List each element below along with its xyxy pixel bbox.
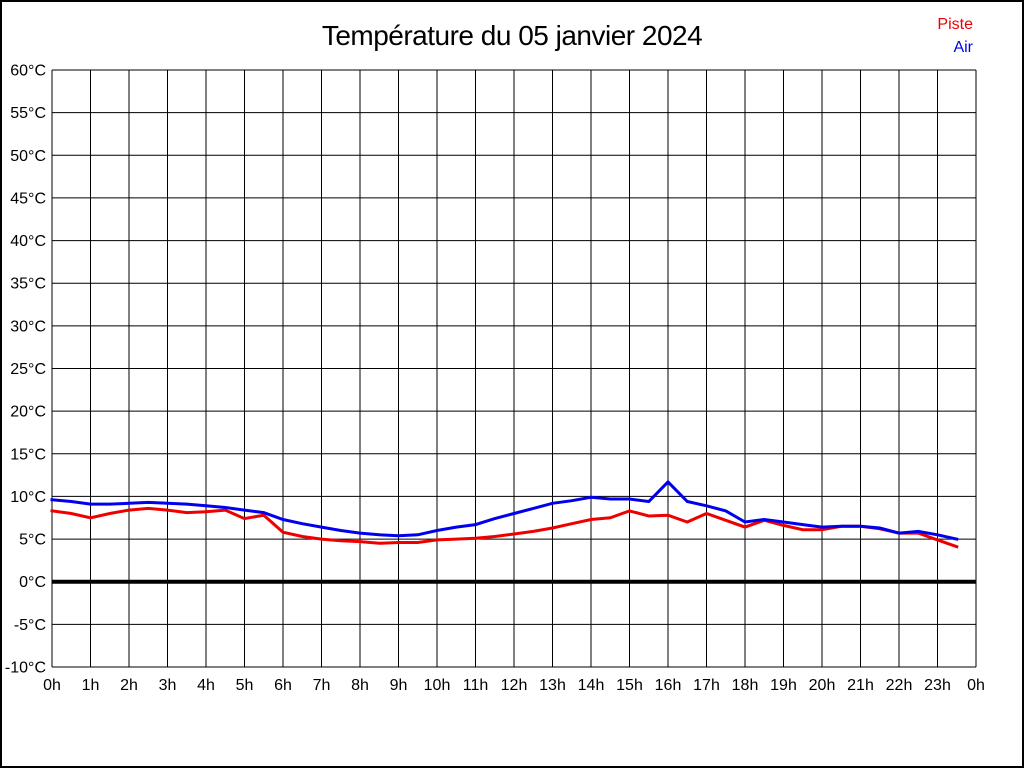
- svg-text:8h: 8h: [351, 677, 369, 694]
- svg-text:55°C: 55°C: [10, 105, 46, 122]
- svg-text:19h: 19h: [770, 677, 797, 694]
- svg-text:50°C: 50°C: [10, 148, 46, 165]
- svg-text:15h: 15h: [616, 677, 643, 694]
- svg-text:21h: 21h: [847, 677, 874, 694]
- svg-text:-10°C: -10°C: [5, 660, 46, 677]
- svg-text:7h: 7h: [313, 677, 331, 694]
- piste-line: [50, 506, 959, 549]
- svg-text:5°C: 5°C: [19, 532, 46, 549]
- svg-text:10h: 10h: [424, 677, 451, 694]
- chart-legend: Piste Air: [937, 13, 973, 59]
- svg-text:35°C: 35°C: [10, 276, 46, 293]
- legend-item-air: Air: [953, 39, 973, 56]
- svg-text:9h: 9h: [390, 677, 408, 694]
- svg-text:15°C: 15°C: [10, 446, 46, 463]
- svg-text:20°C: 20°C: [10, 404, 46, 421]
- y-axis-labels: 60°C 55°C 50°C 45°C 40°C 35°C 30°C 25°C 20°C 15°C…: [5, 63, 46, 677]
- svg-text:10°C: 10°C: [10, 489, 46, 506]
- chart-title: Température du 05 janvier 2024: [321, 20, 703, 51]
- svg-text:-5°C: -5°C: [14, 617, 46, 634]
- svg-text:0h: 0h: [967, 677, 985, 694]
- svg-text:1h: 1h: [82, 677, 100, 694]
- svg-text:12h: 12h: [501, 677, 528, 694]
- svg-text:2h: 2h: [120, 677, 138, 694]
- svg-text:5h: 5h: [236, 677, 254, 694]
- svg-text:45°C: 45°C: [10, 190, 46, 207]
- legend-item-piste: Piste: [937, 16, 973, 33]
- svg-text:4h: 4h: [197, 677, 215, 694]
- svg-text:23h: 23h: [924, 677, 951, 694]
- svg-text:0h: 0h: [43, 677, 61, 694]
- x-axis-labels: 0h 1h 2h 3h 4h 5h 6h 7h 8h 9h 10h 11h 12h 13h 14h 15h 16…: [43, 677, 985, 694]
- svg-text:13h: 13h: [539, 677, 566, 694]
- svg-text:3h: 3h: [159, 677, 177, 694]
- svg-text:16h: 16h: [655, 677, 682, 694]
- svg-text:40°C: 40°C: [10, 233, 46, 250]
- svg-text:22h: 22h: [886, 677, 913, 694]
- svg-text:17h: 17h: [693, 677, 720, 694]
- svg-text:25°C: 25°C: [10, 361, 46, 378]
- svg-text:14h: 14h: [578, 677, 605, 694]
- svg-text:11h: 11h: [463, 677, 489, 694]
- svg-text:60°C: 60°C: [10, 63, 46, 80]
- svg-text:20h: 20h: [809, 677, 836, 694]
- svg-text:0°C: 0°C: [19, 574, 46, 591]
- svg-text:18h: 18h: [732, 677, 759, 694]
- svg-text:30°C: 30°C: [10, 318, 46, 335]
- grid: [51, 69, 977, 668]
- svg-text:6h: 6h: [274, 677, 292, 694]
- air-line: [50, 479, 959, 541]
